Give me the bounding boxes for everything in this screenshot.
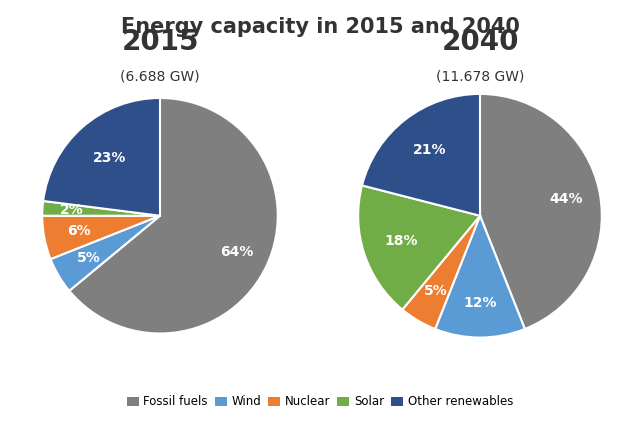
Wedge shape — [51, 216, 160, 291]
Text: (11.678 GW): (11.678 GW) — [436, 69, 524, 83]
Text: 64%: 64% — [220, 245, 253, 259]
Text: 5%: 5% — [77, 251, 101, 265]
Text: 44%: 44% — [549, 192, 583, 206]
Legend: Fossil fuels, Wind, Nuclear, Solar, Other renewables: Fossil fuels, Wind, Nuclear, Solar, Othe… — [122, 390, 518, 413]
Text: 21%: 21% — [412, 143, 446, 157]
Text: 12%: 12% — [463, 297, 497, 310]
Wedge shape — [358, 185, 480, 310]
Text: 2015: 2015 — [121, 28, 199, 56]
Text: (6.688 GW): (6.688 GW) — [120, 69, 200, 83]
Text: 5%: 5% — [424, 284, 447, 298]
Text: 18%: 18% — [385, 234, 418, 248]
Text: 2%: 2% — [60, 203, 84, 217]
Wedge shape — [42, 201, 160, 216]
Wedge shape — [362, 94, 480, 216]
Text: 6%: 6% — [67, 224, 91, 238]
Wedge shape — [69, 98, 278, 333]
Text: 23%: 23% — [93, 151, 126, 165]
Wedge shape — [403, 216, 480, 329]
Wedge shape — [480, 94, 602, 329]
Text: 2040: 2040 — [441, 28, 519, 56]
Text: Energy capacity in 2015 and 2040: Energy capacity in 2015 and 2040 — [120, 17, 520, 37]
Wedge shape — [43, 98, 160, 216]
Wedge shape — [435, 216, 525, 338]
Wedge shape — [42, 216, 160, 259]
